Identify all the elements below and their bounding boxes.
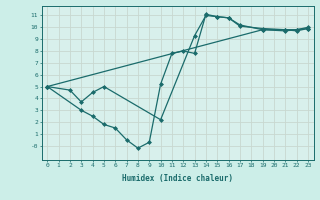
X-axis label: Humidex (Indice chaleur): Humidex (Indice chaleur) — [122, 174, 233, 183]
